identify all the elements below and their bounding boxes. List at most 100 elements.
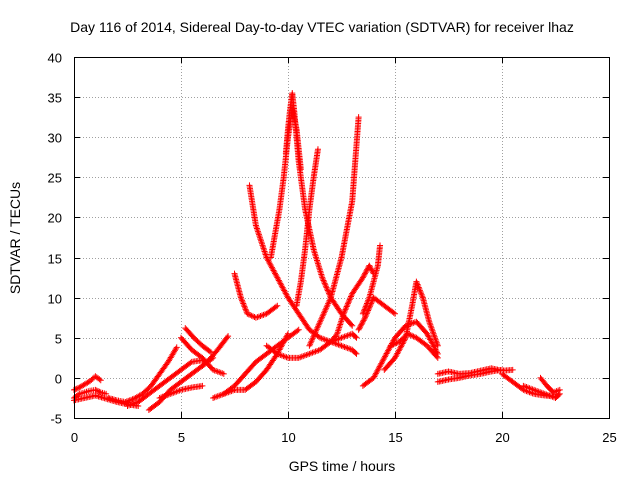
data-point-trail: [148, 372, 162, 388]
data-point-trail: [132, 391, 145, 401]
data-point-trail: [293, 280, 304, 308]
data-point: [413, 278, 420, 285]
series-arc-4: [105, 344, 180, 405]
data-point-trail: [78, 389, 86, 397]
series-arc-14: [246, 182, 360, 357]
data-point-trail: [311, 248, 325, 280]
data-point-trail: [349, 115, 362, 203]
series-arc-21: [359, 242, 384, 317]
data-point-trail: [371, 356, 387, 380]
y-tick-label: 30: [48, 131, 62, 146]
data-point-trail: [382, 303, 397, 316]
data-point-trail: [553, 391, 562, 400]
series-arc-9: [182, 325, 214, 356]
data-point-trail: [211, 367, 226, 377]
data-point-trail: [168, 387, 183, 397]
x-tick-label: 20: [495, 430, 509, 445]
data-point: [295, 326, 302, 333]
data-point: [556, 386, 563, 393]
data-point-trail: [317, 296, 334, 324]
series-arc-10: [199, 333, 232, 369]
data-point-trail: [217, 334, 231, 350]
data-point: [392, 310, 398, 317]
data-point-trail: [296, 312, 312, 332]
data-point: [92, 386, 99, 393]
x-tick-label: 0: [71, 430, 78, 445]
data-point-trail: [283, 127, 291, 155]
data-point-trail: [157, 375, 172, 388]
data-point-trail: [222, 383, 237, 396]
data-point-trail: [436, 376, 450, 385]
data-point-trail: [275, 276, 291, 300]
data-point: [319, 274, 326, 281]
data-point-trail: [350, 347, 359, 356]
data-point-trail: [136, 391, 151, 404]
data-point: [237, 294, 244, 301]
y-tick-labels: -5 0 5 10 15 20 25 30 35 40: [48, 51, 62, 427]
data-point-trail: [521, 387, 536, 397]
data-point-trail: [286, 327, 301, 340]
data-point: [355, 114, 362, 121]
data-point-trail: [168, 379, 183, 392]
data-point-trail: [420, 296, 432, 324]
data-point-trail: [211, 391, 226, 401]
data-point-trail: [200, 355, 213, 368]
series-arc-20: [327, 262, 377, 345]
data-point-trail: [382, 356, 397, 372]
data-point-trail: [297, 351, 311, 361]
data-point-trail: [310, 147, 321, 179]
data-point: [244, 310, 251, 317]
data-point-trail: [551, 387, 562, 395]
data-point-trail: [275, 351, 290, 361]
data-point-trail: [338, 199, 355, 259]
y-tick-label: 25: [48, 171, 62, 186]
data-point-trail: [285, 107, 293, 131]
data-point: [314, 146, 321, 153]
data-point-trail: [231, 272, 244, 300]
data-point: [359, 274, 366, 281]
data-point-trail: [253, 368, 269, 384]
data-point-trail: [350, 331, 359, 340]
data-point-trail: [318, 339, 333, 352]
data-point-trail: [88, 374, 98, 383]
data-point-trail: [93, 374, 103, 383]
data-point-trail: [147, 399, 162, 412]
x-tick-labels: 0 5 10 15 20 25: [71, 430, 617, 445]
series-arc-27: [434, 366, 505, 385]
data-point-trail: [436, 368, 450, 377]
data-point-trail: [295, 159, 308, 211]
data-point: [355, 326, 362, 333]
data-point-trail: [158, 391, 172, 401]
data-point: [362, 314, 369, 321]
data-point-trail: [424, 332, 441, 356]
y-tick-label: 5: [55, 332, 62, 347]
data-point: [387, 342, 394, 349]
data-point: [274, 302, 281, 309]
data-point-trail: [254, 311, 269, 321]
data-marks: [71, 90, 563, 413]
data-point-trail: [243, 360, 258, 376]
data-point-trail: [77, 382, 87, 390]
data-point-trail: [425, 344, 440, 360]
data-point-trail: [72, 391, 82, 400]
data-point-trail: [393, 323, 408, 340]
x-tick-label: 25: [602, 430, 616, 445]
data-point-trail: [447, 368, 461, 377]
data-point-trail: [289, 91, 298, 115]
data-point-trail: [532, 387, 547, 397]
data-point-trail: [179, 371, 194, 384]
series-arc-24: [381, 278, 441, 373]
data-point-trail: [264, 255, 280, 280]
data-point: [199, 382, 206, 389]
series-arc-17: [293, 146, 321, 309]
data-point-trail: [243, 379, 258, 392]
data-point-trail: [356, 316, 368, 332]
data-point-trail: [192, 335, 205, 348]
data-point-trail: [83, 392, 97, 401]
y-tick-label: 20: [48, 211, 62, 226]
data-point-trail: [147, 383, 162, 396]
data-point-trail: [168, 367, 183, 380]
data-point-trail: [367, 263, 376, 276]
data-point-trail: [350, 275, 366, 296]
data-point-trail: [302, 208, 313, 251]
